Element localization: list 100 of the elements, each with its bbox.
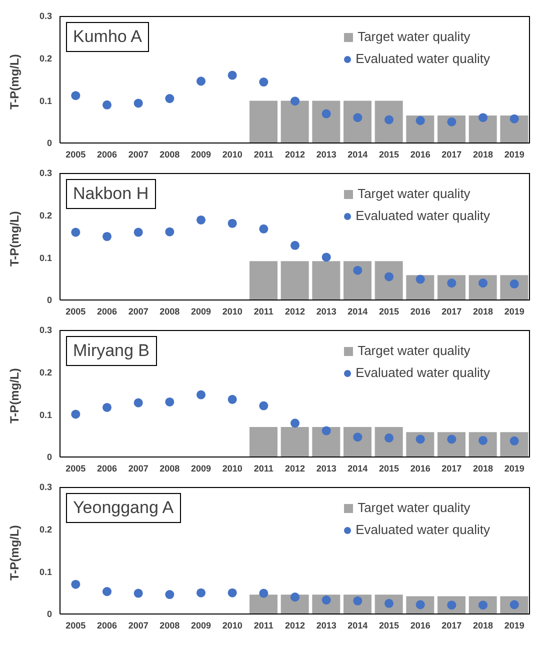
y-tick-label: 0.2: [39, 524, 52, 535]
point: [71, 580, 80, 589]
y-tick-label: 0: [46, 295, 52, 306]
x-tick-label: 2015: [378, 620, 400, 630]
point: [196, 215, 206, 224]
point: [290, 240, 300, 250]
legend-label: Evaluated water quality: [356, 50, 490, 68]
point: [196, 76, 206, 86]
point: [353, 266, 362, 275]
text: Kumho A: [66, 22, 149, 52]
x-tick-label: 2016: [410, 620, 430, 630]
x-tick-label: 2016: [410, 149, 430, 160]
point: [228, 394, 237, 404]
x-tick-label: 2009: [190, 463, 212, 474]
legend-label: Evaluated water quality: [356, 364, 490, 382]
x-tick-label: 2011: [254, 149, 274, 160]
x-tick-label: 2006: [96, 620, 118, 630]
point: [71, 228, 80, 237]
point: [196, 390, 206, 400]
x-tick-label: 2018: [472, 620, 494, 630]
point: [165, 94, 174, 104]
point: [510, 114, 519, 124]
x-tick-label: 2007: [128, 463, 148, 474]
x-tick-label: 2017: [442, 463, 462, 474]
legend-label: Target water quality: [358, 28, 470, 46]
point: [134, 98, 143, 108]
y-tick-label: 0.2: [39, 210, 52, 221]
x-tick-label: 2011: [254, 463, 274, 474]
x-tick-label: 2005: [66, 306, 86, 316]
y-axis-title: T-P(mg/L): [7, 54, 22, 110]
point: [322, 426, 331, 436]
x-tick-label: 2008: [160, 306, 180, 316]
x-tick-label: 2014: [348, 149, 368, 160]
point: [102, 100, 112, 110]
x-tick-label: 2006: [96, 306, 118, 316]
x-tick-label: 2015: [378, 306, 400, 316]
legend-label: Target water quality: [358, 342, 470, 360]
x-tick-label: 2014: [348, 306, 368, 316]
x-tick-label: 2015: [378, 149, 400, 160]
point: [290, 418, 300, 428]
x-tick-label: 2017: [442, 149, 462, 160]
y-tick-label: 0.1: [39, 96, 52, 106]
x-tick-label: 2009: [190, 620, 212, 630]
x-tick-label: 2007: [128, 620, 148, 630]
x-tick-label: 2012: [284, 306, 306, 316]
text: Miryang B: [66, 336, 157, 366]
x-tick-label: 2013: [316, 463, 336, 474]
x-tick-label: 2018: [472, 306, 494, 316]
x-tick-label: 2008: [160, 463, 180, 474]
point: [322, 109, 331, 118]
x-tick-label: 2019: [504, 463, 524, 474]
x-tick-label: 2007: [128, 149, 148, 160]
y-axis-title: T-P(mg/L): [7, 525, 22, 580]
x-tick-label: 2010: [222, 149, 242, 160]
legend-label: Target water quality: [358, 499, 470, 517]
y-tick-label: 0: [46, 452, 52, 462]
x-tick-label: 2005: [66, 463, 86, 474]
point: [196, 588, 206, 598]
y-tick-label: 0.1: [39, 410, 52, 420]
point: [71, 91, 80, 100]
x-tick-label: 2017: [442, 620, 462, 630]
point: [134, 228, 143, 237]
x-tick-label: 2005: [66, 149, 86, 160]
point: [165, 397, 174, 406]
text: Nakbon H: [66, 179, 156, 209]
point: [353, 113, 362, 122]
x-tick-label: 2012: [284, 463, 306, 474]
point: [447, 117, 456, 126]
x-tick-label: 2010: [222, 306, 242, 316]
y-axis-title: T-P(mg/L): [7, 211, 22, 266]
x-tick-label: 2012: [284, 620, 306, 630]
point: [290, 96, 300, 106]
point: [102, 587, 112, 596]
x-tick-label: 2019: [504, 306, 524, 316]
x-tick-label: 2018: [472, 149, 494, 160]
x-tick-label: 2014: [348, 463, 368, 474]
y-tick-label: 0.1: [39, 566, 52, 577]
point: [290, 592, 300, 602]
legend-label: Evaluated water quality: [356, 207, 490, 225]
x-tick-label: 2017: [442, 306, 462, 316]
x-tick-label: 2009: [190, 149, 212, 160]
point: [259, 224, 268, 234]
x-tick-label: 2008: [160, 620, 180, 630]
y-tick-label: 0: [46, 609, 52, 620]
y-tick-label: 0.3: [39, 482, 52, 492]
point: [102, 402, 112, 412]
y-tick-label: 0: [46, 138, 52, 148]
x-tick-label: 2006: [96, 149, 118, 160]
point: [134, 588, 143, 598]
x-tick-label: 2014: [348, 620, 368, 630]
point: [102, 232, 112, 242]
point: [165, 590, 174, 600]
point: [478, 113, 488, 122]
x-tick-label: 2016: [410, 463, 430, 474]
x-tick-label: 2011: [254, 306, 274, 316]
x-tick-label: 2005: [66, 620, 86, 630]
x-tick-label: 2013: [316, 149, 336, 160]
point: [416, 116, 425, 126]
point: [165, 227, 174, 236]
point: [322, 252, 331, 262]
